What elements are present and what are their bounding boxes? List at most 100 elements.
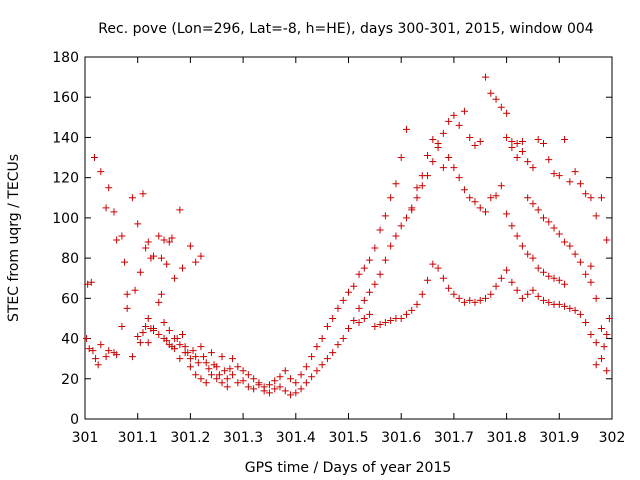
data-point bbox=[223, 375, 231, 383]
data-point bbox=[476, 137, 484, 145]
data-point bbox=[234, 379, 242, 387]
data-point bbox=[297, 371, 305, 379]
x-tick-label: 301.2 bbox=[170, 430, 210, 446]
x-tick-label: 301.7 bbox=[434, 430, 474, 446]
data-point bbox=[582, 318, 590, 326]
data-point bbox=[123, 304, 131, 312]
data-point bbox=[418, 182, 426, 190]
data-point bbox=[576, 258, 584, 266]
data-point bbox=[402, 310, 410, 318]
x-tick-label: 301.6 bbox=[381, 430, 421, 446]
data-point bbox=[239, 367, 247, 375]
data-point bbox=[85, 345, 93, 353]
data-point bbox=[497, 182, 505, 190]
data-point bbox=[429, 260, 437, 268]
data-point bbox=[482, 73, 490, 81]
data-point bbox=[529, 200, 537, 208]
data-point bbox=[566, 242, 574, 250]
data-point bbox=[539, 139, 547, 147]
data-point bbox=[424, 276, 432, 284]
data-point bbox=[376, 226, 384, 234]
data-point bbox=[497, 274, 505, 282]
data-point bbox=[571, 250, 579, 258]
y-axis: 0 20 40 60 80 100 120 140 160 180 bbox=[52, 50, 612, 428]
data-point bbox=[207, 371, 215, 379]
data-point bbox=[160, 318, 168, 326]
data-point bbox=[265, 381, 273, 389]
data-point bbox=[157, 290, 165, 298]
data-point bbox=[110, 208, 118, 216]
y-tick-label: 160 bbox=[52, 90, 79, 106]
data-point bbox=[582, 270, 590, 278]
data-point bbox=[429, 135, 437, 143]
data-point bbox=[513, 286, 521, 294]
data-point bbox=[281, 387, 289, 395]
data-point bbox=[460, 107, 468, 115]
data-point bbox=[186, 355, 194, 363]
data-point bbox=[513, 139, 521, 147]
data-point bbox=[476, 296, 484, 304]
data-point bbox=[545, 298, 553, 306]
data-point bbox=[97, 341, 105, 349]
data-point bbox=[334, 341, 342, 349]
x-tick-label: 302 bbox=[599, 430, 626, 446]
data-point bbox=[218, 353, 226, 361]
data-point bbox=[128, 353, 136, 361]
data-point bbox=[434, 264, 442, 272]
data-point bbox=[397, 222, 405, 230]
data-point bbox=[276, 383, 284, 391]
data-point bbox=[402, 125, 410, 133]
data-point bbox=[587, 278, 595, 286]
data-point bbox=[376, 270, 384, 278]
data-point bbox=[545, 156, 553, 164]
data-point bbox=[192, 258, 200, 266]
data-point bbox=[476, 204, 484, 212]
data-point bbox=[176, 206, 184, 214]
data-point bbox=[539, 296, 547, 304]
data-point bbox=[534, 135, 542, 143]
data-point bbox=[592, 212, 600, 220]
data-point bbox=[518, 137, 526, 145]
data-point bbox=[155, 331, 163, 339]
data-point bbox=[381, 212, 389, 220]
data-point bbox=[244, 383, 252, 391]
data-point bbox=[524, 290, 532, 298]
data-point bbox=[157, 254, 165, 262]
data-point bbox=[123, 290, 131, 298]
data-point bbox=[402, 214, 410, 222]
data-point bbox=[318, 361, 326, 369]
data-point bbox=[376, 320, 384, 328]
data-point bbox=[371, 244, 379, 252]
data-point bbox=[566, 304, 574, 312]
data-point bbox=[482, 208, 490, 216]
data-point bbox=[142, 322, 150, 330]
data-point bbox=[460, 186, 468, 194]
data-point bbox=[355, 270, 363, 278]
data-points bbox=[83, 73, 613, 399]
data-point bbox=[144, 314, 152, 322]
data-point bbox=[297, 385, 305, 393]
data-point bbox=[418, 290, 426, 298]
data-point bbox=[287, 391, 295, 399]
data-point bbox=[513, 154, 521, 162]
data-point bbox=[165, 238, 173, 246]
data-point bbox=[429, 158, 437, 166]
data-point bbox=[118, 232, 126, 240]
data-point bbox=[339, 335, 347, 343]
data-point bbox=[397, 314, 405, 322]
data-point bbox=[366, 288, 374, 296]
data-point bbox=[524, 158, 532, 166]
data-point bbox=[223, 383, 231, 391]
data-point bbox=[276, 373, 284, 381]
data-point bbox=[292, 389, 300, 397]
data-point bbox=[260, 383, 268, 391]
data-point bbox=[178, 264, 186, 272]
data-point bbox=[603, 236, 611, 244]
data-point bbox=[487, 194, 495, 202]
data-point bbox=[221, 367, 229, 375]
data-point bbox=[492, 95, 500, 103]
data-point bbox=[545, 272, 553, 280]
data-point bbox=[113, 351, 121, 359]
data-point bbox=[455, 121, 463, 129]
